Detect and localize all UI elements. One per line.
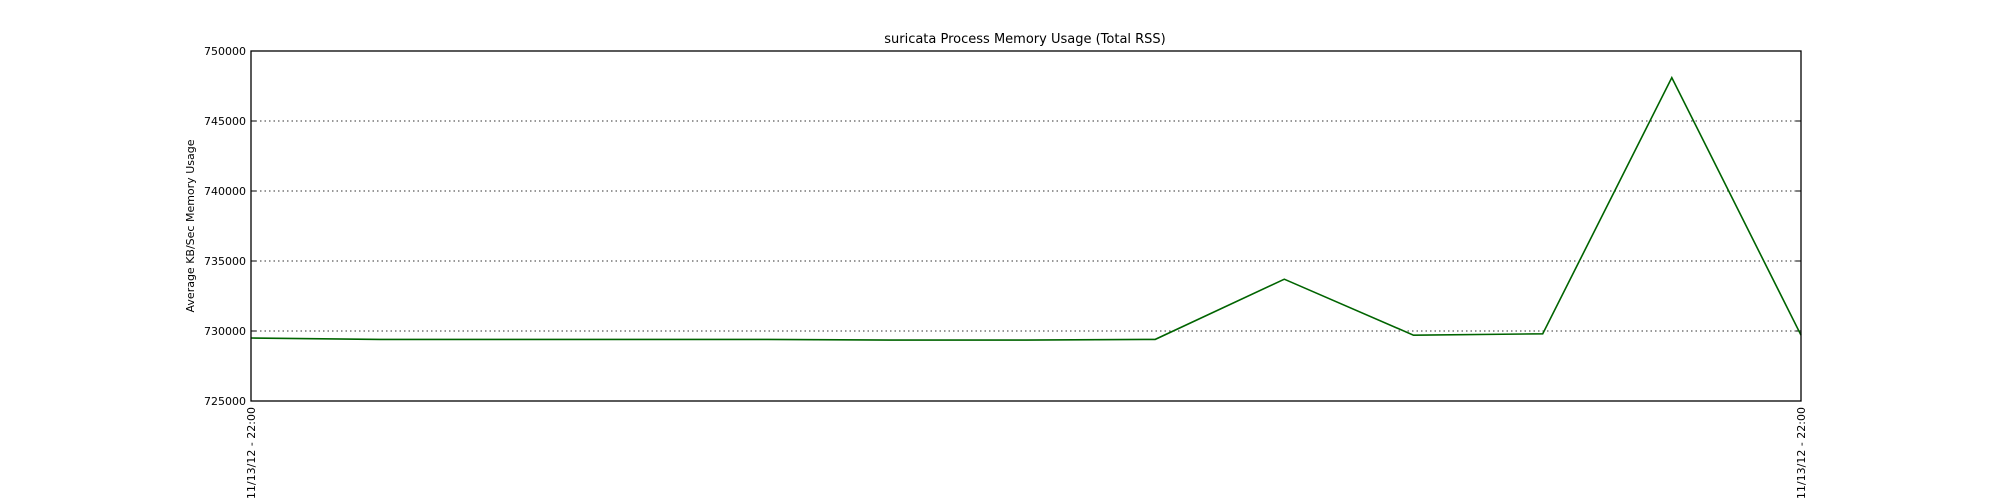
grid — [251, 120, 1801, 332]
y-axis-label: Average KB/Sec Memory Usage — [184, 139, 197, 312]
series-layer — [250, 75, 1802, 341]
plot-area-frame — [250, 50, 1802, 402]
y-tick-label: 740000 — [204, 185, 246, 198]
y-tick-label: 745000 — [204, 115, 246, 128]
axis-ticks: 725000 730000 735000 740000 745000 750000 11/1… — [204, 45, 1808, 499]
chart-title: suricata Process Memory Usage (Total RSS… — [884, 32, 1166, 47]
y-tick-label: 735000 — [204, 255, 246, 268]
y-tick-label: 730000 — [204, 325, 246, 338]
y-tick-label: 750000 — [204, 45, 246, 58]
y-tick-label: 725000 — [204, 395, 246, 408]
series-line — [250, 75, 1802, 341]
x-tick-label: 11/13/12 - 22:00 — [245, 407, 258, 499]
x-tick-label: 11/13/12 - 22:00 — [1795, 407, 1808, 499]
